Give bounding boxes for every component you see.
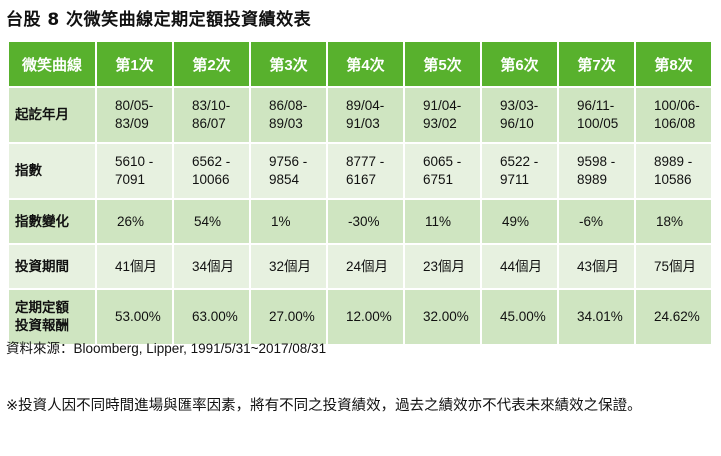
table-cell: 86/08- 89/03 xyxy=(249,86,328,144)
row-label: 起訖年月 xyxy=(7,86,97,144)
table-cell: 80/05- 83/09 xyxy=(95,86,174,144)
table-cell: 8989 - 10586 xyxy=(634,142,713,200)
table-cell: 93/03- 96/10 xyxy=(480,86,559,144)
table-cell: 53.00% xyxy=(95,288,174,346)
table-cell: 43個月 xyxy=(557,243,636,290)
table-cell: 6562 - 10066 xyxy=(172,142,251,200)
row-label: 定期定額 投資報酬 xyxy=(7,288,97,346)
table-cell: 32.00% xyxy=(403,288,482,346)
row-label: 投資期間 xyxy=(7,243,97,290)
table-cell: 32個月 xyxy=(249,243,328,290)
table-row-return: 定期定額 投資報酬 53.00% 63.00% 27.00% 12.00% 32… xyxy=(7,288,713,346)
column-header: 第8次 xyxy=(634,40,713,88)
table-cell: 9756 - 9854 xyxy=(249,142,328,200)
table-cell: 12.00% xyxy=(326,288,405,346)
table-cell: 1% xyxy=(249,198,328,245)
table-cell: 91/04- 93/02 xyxy=(403,86,482,144)
column-header: 第2次 xyxy=(172,40,251,88)
table-cell: -30% xyxy=(326,198,405,245)
table-cell: 34.01% xyxy=(557,288,636,346)
data-source: 資料來源：Bloomberg, Lipper, 1991/5/31~2017/0… xyxy=(6,341,327,356)
table-cell: 8777 - 6167 xyxy=(326,142,405,200)
table-cell: 41個月 xyxy=(95,243,174,290)
table-cell: 44個月 xyxy=(480,243,559,290)
table-cell: 83/10- 86/07 xyxy=(172,86,251,144)
table-cell: 18% xyxy=(634,198,713,245)
table-cell: 5610 - 7091 xyxy=(95,142,174,200)
table-cell: 24個月 xyxy=(326,243,405,290)
table-cell: 63.00% xyxy=(172,288,251,346)
row-label: 指數 xyxy=(7,142,97,200)
table-row-period: 起訖年月 80/05- 83/09 83/10- 86/07 86/08- 89… xyxy=(7,86,713,144)
table-cell: 89/04- 91/03 xyxy=(326,86,405,144)
table-cell: 45.00% xyxy=(480,288,559,346)
table-cell: 27.00% xyxy=(249,288,328,346)
column-header: 第5次 xyxy=(403,40,482,88)
performance-table: 微笑曲線 第1次 第2次 第3次 第4次 第5次 第6次 第7次 第8次 起訖年… xyxy=(7,40,713,346)
table-cell: 26% xyxy=(95,198,174,245)
table-cell: 96/11- 100/05 xyxy=(557,86,636,144)
table-header-row: 微笑曲線 第1次 第2次 第3次 第4次 第5次 第6次 第7次 第8次 xyxy=(7,40,713,88)
disclaimer-note: ※投資人因不同時間進場與匯率因素，將有不同之投資績效，過去之績效亦不代表未來績效… xyxy=(6,398,642,414)
column-header: 第6次 xyxy=(480,40,559,88)
table-cell: 9598 - 8989 xyxy=(557,142,636,200)
table-cell: 11% xyxy=(403,198,482,245)
column-header: 第1次 xyxy=(95,40,174,88)
table-cell: 54% xyxy=(172,198,251,245)
column-header: 第3次 xyxy=(249,40,328,88)
table-cell: 6522 - 9711 xyxy=(480,142,559,200)
table-cell: 34個月 xyxy=(172,243,251,290)
table-cell: -6% xyxy=(557,198,636,245)
header-corner: 微笑曲線 xyxy=(7,40,97,88)
column-header: 第4次 xyxy=(326,40,405,88)
table-row-duration: 投資期間 41個月 34個月 32個月 24個月 23個月 44個月 43個月 … xyxy=(7,243,713,290)
table-row-index: 指數 5610 - 7091 6562 - 10066 9756 - 9854 … xyxy=(7,142,713,200)
table-cell: 6065 - 6751 xyxy=(403,142,482,200)
table-cell: 49% xyxy=(480,198,559,245)
table-cell: 23個月 xyxy=(403,243,482,290)
table-row-index-change: 指數變化 26% 54% 1% -30% 11% 49% -6% 18% xyxy=(7,198,713,245)
column-header: 第7次 xyxy=(557,40,636,88)
table-cell: 24.62% xyxy=(634,288,713,346)
row-label: 指數變化 xyxy=(7,198,97,245)
page-title: 台股 8 次微笑曲線定期定額投資績效表 xyxy=(6,10,312,30)
table-cell: 75個月 xyxy=(634,243,713,290)
table-cell: 100/06- 106/08 xyxy=(634,86,713,144)
